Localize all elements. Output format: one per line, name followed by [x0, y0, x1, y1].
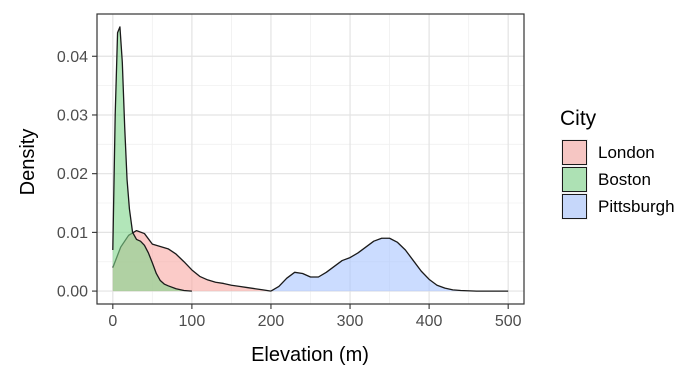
legend: City London Boston Pittsburgh — [560, 107, 675, 220]
legend-label-boston: Boston — [598, 170, 651, 189]
x-tick-label: 200 — [258, 313, 285, 330]
x-tick-label: 0 — [108, 313, 117, 330]
x-tick-label: 300 — [337, 313, 364, 330]
density-area-pittsburgh — [270, 238, 509, 292]
x-tick-label: 500 — [495, 313, 522, 330]
panel-border — [96, 13, 525, 305]
density-line-pittsburgh — [270, 237, 509, 292]
y-tick-label: 0.03 — [57, 107, 88, 124]
y-axis-title: Density — [17, 129, 39, 196]
legend-key-boston — [562, 167, 587, 192]
density-line-boston — [112, 26, 192, 292]
plot-panel — [97, 14, 524, 304]
density-line-london — [112, 229, 272, 292]
y-tick-label: 0.00 — [57, 284, 88, 301]
legend-label-pittsburgh: Pittsburgh — [598, 197, 675, 216]
y-tick-label: 0.02 — [57, 166, 88, 183]
legend-key-pittsburgh — [562, 194, 587, 219]
x-tick-label: 100 — [179, 313, 206, 330]
y-tick-label: 0.04 — [57, 49, 88, 66]
x-axis-title: Elevation (m) — [251, 344, 369, 366]
legend-label-london: London — [598, 143, 655, 162]
y-tick-label: 0.01 — [57, 225, 88, 242]
density-area-boston — [112, 26, 192, 292]
axes: 0 100 200 300 400 500 0.00 0.01 0.02 0.03 0.04 — [57, 13, 525, 330]
legend-key-london — [562, 140, 587, 165]
x-tick-label: 400 — [416, 313, 443, 330]
legend-title: City — [560, 107, 597, 130]
